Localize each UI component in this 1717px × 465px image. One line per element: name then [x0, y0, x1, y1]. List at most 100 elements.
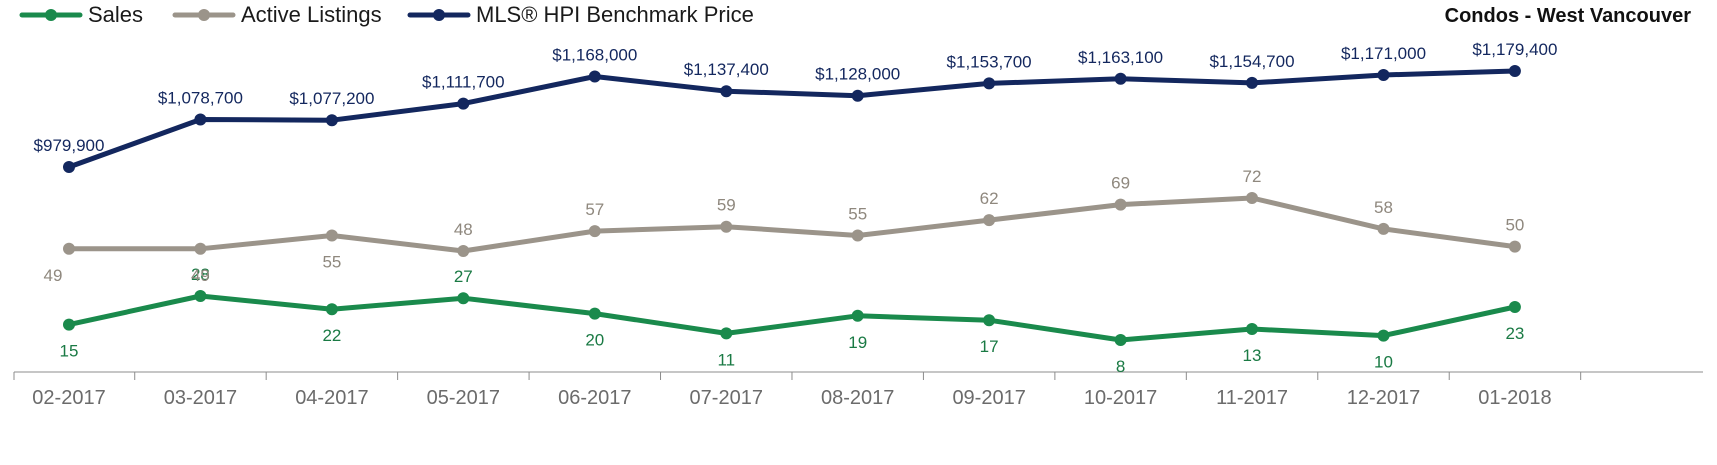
data-label-active-listings: 55: [848, 205, 867, 224]
data-label-active-listings: 57: [585, 200, 604, 219]
x-axis-tick-label: 06-2017: [558, 387, 631, 409]
data-label-benchmark-price: $1,163,100: [1078, 48, 1163, 67]
data-label-sales: 22: [322, 326, 341, 345]
data-point-benchmark-price[interactable]: [1377, 69, 1390, 81]
data-label-sales: 10: [1374, 353, 1393, 372]
data-point-active-listings[interactable]: [588, 225, 601, 238]
data-point-active-listings[interactable]: [457, 245, 470, 257]
data-point-sales[interactable]: [588, 307, 601, 320]
data-point-active-listings[interactable]: [1114, 198, 1127, 211]
data-label-benchmark-price: $1,179,400: [1472, 40, 1557, 59]
data-point-sales[interactable]: [325, 303, 338, 316]
data-point-sales[interactable]: [851, 309, 864, 322]
data-point-benchmark-price[interactable]: [325, 114, 338, 127]
data-point-sales[interactable]: [63, 318, 75, 331]
data-point-benchmark-price[interactable]: [194, 113, 207, 126]
legend-item-active-listings[interactable]: Active Listings: [172, 2, 382, 27]
x-axis-tick-label: 11-2017: [1216, 387, 1288, 409]
data-point-sales[interactable]: [1377, 329, 1390, 342]
data-point-benchmark-price[interactable]: [588, 70, 601, 83]
series-line-active-listings: [66, 195, 1518, 254]
x-axis-ticks: [13, 372, 1582, 380]
data-label-active-listings: 49: [44, 266, 63, 285]
data-point-active-listings[interactable]: [1246, 192, 1258, 204]
data-point-sales[interactable]: [983, 314, 996, 327]
data-point-sales[interactable]: [1246, 323, 1258, 335]
data-label-sales: 8: [1116, 357, 1125, 376]
data-point-benchmark-price[interactable]: [63, 161, 75, 173]
data-point-sales[interactable]: [1114, 334, 1127, 346]
data-point-benchmark-price[interactable]: [1508, 65, 1521, 77]
data-label-active-listings: 50: [1505, 216, 1524, 235]
series-line-benchmark-price: [66, 68, 1518, 170]
data-label-sales: 13: [1243, 346, 1262, 365]
x-axis-tick-label: 10-2017: [1084, 387, 1157, 409]
data-label-benchmark-price: $1,171,000: [1341, 44, 1426, 63]
data-point-active-listings[interactable]: [325, 229, 338, 242]
data-label-sales: 28: [191, 265, 210, 284]
series-active-listings: 49 49 55 48 57 59 55 62 69 72 58 50: [44, 167, 1525, 285]
legend-label-benchmark-price: MLS® HPI Benchmark Price: [476, 2, 754, 27]
data-label-active-listings: 55: [322, 253, 341, 272]
series-line-sales: [66, 293, 1518, 343]
legend-marker-active-listings: [198, 9, 210, 21]
x-axis-tick-label: 01-2018: [1478, 387, 1551, 409]
data-label-sales: 15: [60, 342, 79, 361]
x-axis-tick-label: 02-2017: [32, 387, 105, 409]
data-point-benchmark-price[interactable]: [851, 89, 864, 102]
data-label-benchmark-price: $1,077,200: [289, 89, 374, 108]
x-axis-tick-label: 09-2017: [952, 387, 1025, 409]
series-benchmark-price: $979,900 $1,078,700 $1,077,200 $1,111,700 $1…: [34, 40, 1557, 173]
data-label-benchmark-price: $1,137,400: [684, 60, 769, 79]
data-label-benchmark-price: $979,900: [34, 136, 105, 155]
data-point-sales[interactable]: [1508, 301, 1521, 313]
data-point-active-listings[interactable]: [194, 242, 207, 255]
data-point-active-listings[interactable]: [720, 220, 733, 233]
x-axis-tick-label: 07-2017: [690, 387, 763, 409]
data-point-active-listings[interactable]: [63, 242, 75, 255]
data-point-benchmark-price[interactable]: [1246, 76, 1258, 89]
data-label-benchmark-price: $1,111,700: [422, 73, 505, 92]
data-label-benchmark-price: $1,154,700: [1209, 52, 1294, 71]
data-label-sales: 27: [454, 267, 473, 286]
data-point-sales[interactable]: [194, 290, 207, 302]
data-point-active-listings[interactable]: [851, 229, 864, 242]
data-label-benchmark-price: $1,153,700: [947, 52, 1032, 71]
data-label-sales: 20: [585, 331, 604, 350]
legend-item-benchmark-price[interactable]: MLS® HPI Benchmark Price: [407, 2, 754, 27]
data-label-sales: 19: [848, 333, 867, 352]
legend-label-sales: Sales: [88, 2, 143, 27]
chart-title: Condos - West Vancouver: [1445, 5, 1692, 27]
data-point-active-listings[interactable]: [983, 214, 996, 227]
data-label-active-listings: 62: [980, 189, 999, 208]
data-label-sales: 11: [717, 350, 735, 369]
data-label-benchmark-price: $1,168,000: [552, 46, 637, 65]
x-axis-tick-label: 04-2017: [295, 387, 368, 409]
data-point-active-listings[interactable]: [1377, 222, 1390, 235]
data-point-benchmark-price[interactable]: [720, 85, 733, 98]
data-label-active-listings: 58: [1374, 198, 1393, 217]
data-label-benchmark-price: $1,128,000: [815, 65, 900, 84]
data-point-benchmark-price[interactable]: [457, 97, 470, 110]
data-label-sales: 17: [980, 337, 999, 356]
legend-label-active-listings: Active Listings: [241, 2, 382, 27]
data-point-sales[interactable]: [457, 292, 470, 305]
data-label-active-listings: 69: [1111, 174, 1130, 193]
data-point-sales[interactable]: [720, 327, 733, 340]
data-label-active-listings: 48: [454, 220, 473, 239]
legend-marker-sales: [45, 9, 57, 21]
data-point-benchmark-price[interactable]: [1114, 72, 1127, 85]
data-point-benchmark-price[interactable]: [983, 77, 996, 90]
series-sales: 15 28 22 27 20 11 19 17 8 13 10 23: [60, 265, 1525, 376]
data-label-benchmark-price: $1,078,700: [158, 89, 243, 108]
data-label-active-listings: 49: [191, 266, 210, 285]
x-axis-tick-label: 08-2017: [821, 387, 894, 409]
legend: Sales Active Listings MLS® HPI Benchmark…: [19, 2, 754, 27]
series-layer: 15 28 22 27 20 11 19 17 8 13 10 23 49 49 55 48 57 59 55 62 6…: [34, 40, 1558, 376]
x-axis-labels: 02-2017 03-2017 04-2017 05-2017 06-2017 07-20…: [32, 387, 1551, 409]
x-axis-tick-label: 03-2017: [164, 387, 237, 409]
x-axis-tick-label: 12-2017: [1347, 387, 1420, 409]
data-point-active-listings[interactable]: [1508, 240, 1521, 253]
legend-item-sales[interactable]: Sales: [19, 2, 143, 27]
